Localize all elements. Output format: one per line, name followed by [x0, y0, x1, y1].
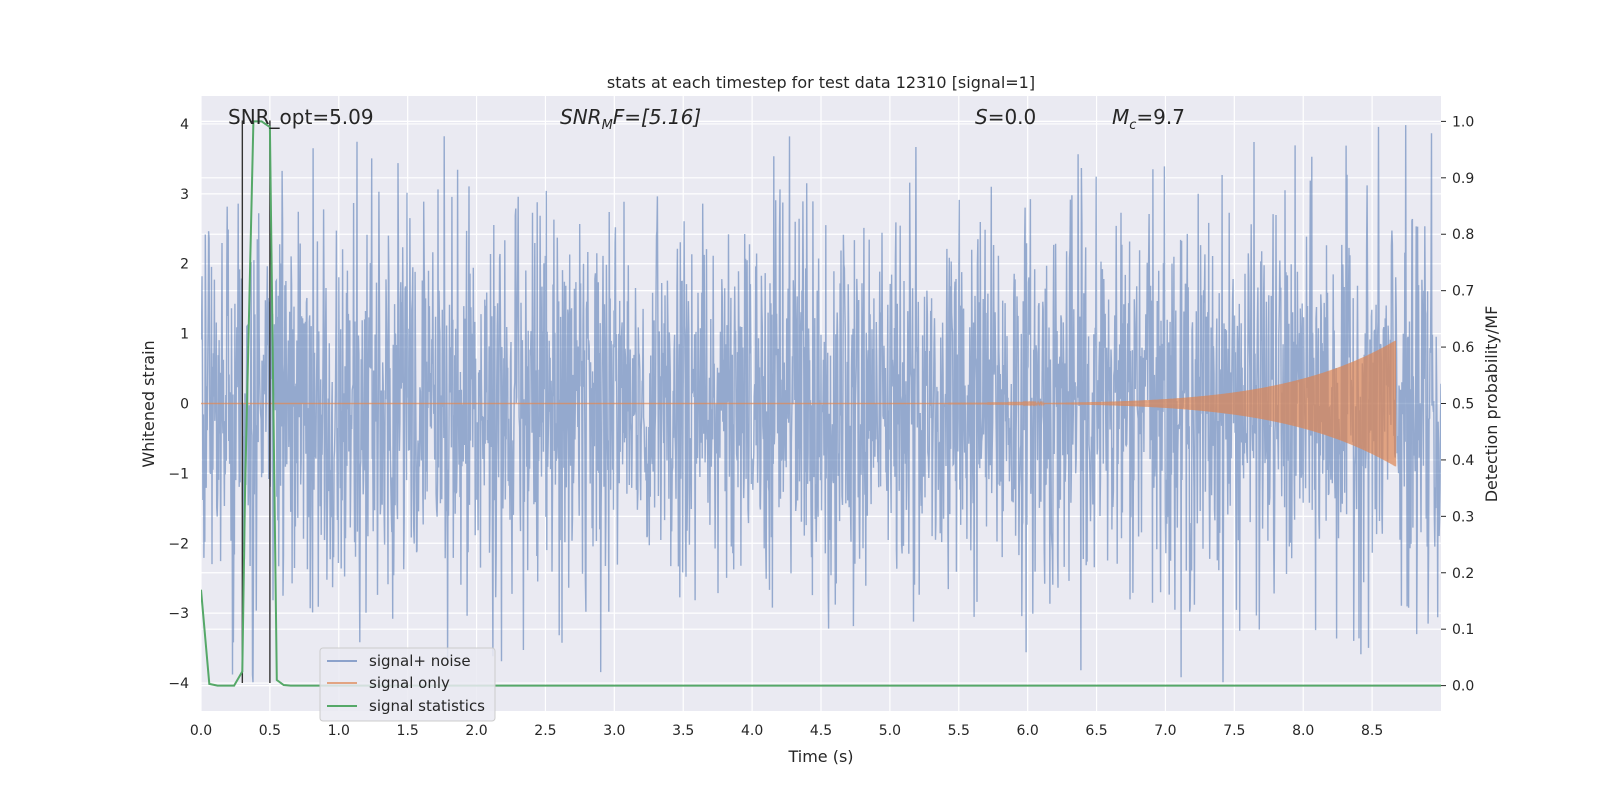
series-line-signal-only: [201, 340, 1397, 467]
x-axis-label: Time (s): [787, 747, 853, 766]
y2-tick-label: 1.0: [1452, 114, 1474, 130]
x-tick-label: 8.5: [1361, 723, 1383, 739]
y2-tick-label: 0.5: [1452, 397, 1474, 413]
y-tick-label: −3: [168, 606, 189, 622]
y-tick-label: −1: [168, 466, 189, 482]
y-tick-label: −4: [168, 676, 189, 692]
legend-label-signal-only: signal only: [369, 674, 450, 692]
y-axis-label: Whitened strain: [139, 340, 158, 467]
x-tick-label: 6.5: [1085, 723, 1107, 739]
y2-tick-label: 0.4: [1452, 453, 1474, 469]
x-tick-label: 5.5: [948, 723, 970, 739]
legend: signal+ noise signal only signal statist…: [319, 647, 496, 722]
y2-axis-label: Detection probability/MF: [1482, 306, 1501, 503]
x-tick-label: 2.5: [534, 723, 556, 739]
x-tick-label: 3.0: [603, 723, 625, 739]
series-line-signal-statistics: [201, 120, 1441, 687]
y2-tick-label: 0.2: [1452, 566, 1474, 582]
y2-tick-label: 0.3: [1452, 509, 1474, 525]
y-tick-label: 4: [180, 117, 189, 133]
legend-box: [319, 647, 496, 722]
annotation-snr-mf: SNRMF=[5.16]: [560, 105, 701, 133]
y-tick-label: 0: [180, 397, 189, 413]
x-tick-label: 5.0: [879, 723, 901, 739]
x-tick-label: 1.5: [397, 723, 419, 739]
y-tick-label: −2: [168, 536, 189, 552]
annotation-s: S=0.0: [975, 105, 1036, 129]
y2-tick-label: 0.6: [1452, 340, 1474, 356]
x-tick-label: 1.0: [328, 723, 350, 739]
legend-label-signal-statistics: signal statistics: [369, 697, 485, 715]
x-tick-label: 8.0: [1292, 723, 1314, 739]
x-tick-label: 3.5: [672, 723, 694, 739]
y2-tick-label: 0.8: [1452, 227, 1474, 243]
axis-ticks: 0.0 0.5 1.0 1.5 2.0 2.5 3.0 3.5 4.0 4.5 5.0 5.5 6.0 6…: [168, 114, 1474, 739]
x-tick-label: 0.0: [190, 723, 212, 739]
y-tick-label: 3: [180, 187, 189, 203]
vertical-markers: [241, 120, 271, 684]
x-tick-label: 7.0: [1154, 723, 1176, 739]
chart-title: stats at each timestep for test data 123…: [607, 73, 1035, 92]
y2-tick-label: 0.1: [1452, 622, 1474, 638]
x-tick-label: 0.5: [259, 723, 281, 739]
x-tick-label: 6.0: [1017, 723, 1039, 739]
legend-label-signal-noise: signal+ noise: [369, 652, 471, 670]
x-tick-label: 7.5: [1223, 723, 1245, 739]
annotation-snr-opt: SNR_opt=5.09: [228, 105, 374, 129]
y-tick-label: 2: [180, 257, 189, 273]
x-tick-label: 4.0: [741, 723, 763, 739]
y2-tick-label: 0.7: [1452, 284, 1474, 300]
x-tick-label: 4.5: [810, 723, 832, 739]
x-tick-label: 2.0: [465, 723, 487, 739]
y2-tick-label: 0.9: [1452, 171, 1474, 187]
series-line-signal-noise: [201, 125, 1441, 683]
annotation-mc: Mc=9.7: [1112, 105, 1185, 133]
y-tick-label: 1: [180, 327, 189, 343]
y2-tick-label: 0.0: [1452, 679, 1474, 695]
